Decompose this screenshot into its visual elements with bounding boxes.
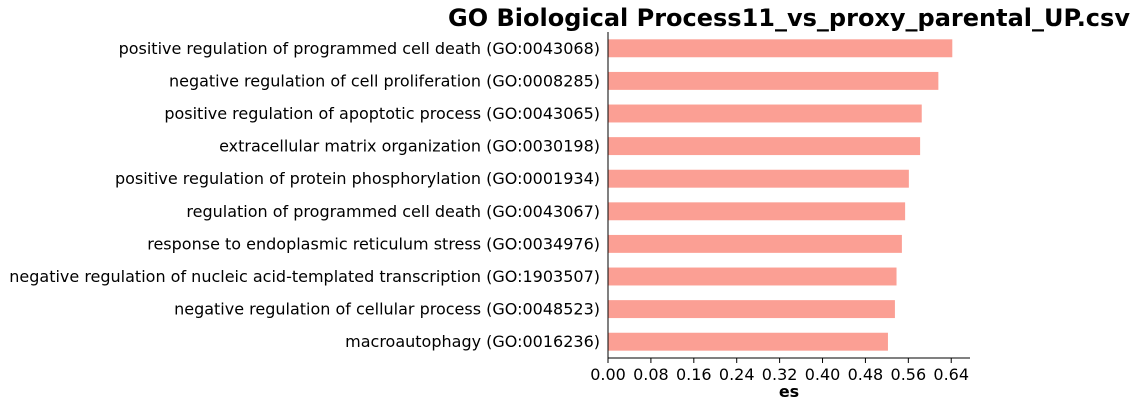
bar-1 bbox=[608, 39, 953, 58]
x-tick-label-3: 0.16 bbox=[676, 365, 712, 384]
x-tick-label-4: 0.24 bbox=[719, 365, 755, 384]
category-label-2: negative regulation of cell proliferatio… bbox=[169, 71, 600, 90]
bar-4 bbox=[608, 137, 921, 156]
bar-10 bbox=[608, 332, 888, 351]
category-label-6: regulation of programmed cell death (GO:… bbox=[186, 202, 600, 221]
category-label-9: negative regulation of cellular process … bbox=[174, 300, 600, 319]
category-label-1: positive regulation of programmed cell d… bbox=[119, 39, 600, 58]
x-tick-label-7: 0.48 bbox=[848, 365, 884, 384]
bars-group bbox=[608, 39, 953, 351]
bar-3 bbox=[608, 104, 922, 123]
x-tick-label-1: 0.00 bbox=[590, 365, 626, 384]
bar-7 bbox=[608, 234, 902, 253]
bar-5 bbox=[608, 169, 909, 188]
x-axis-title: es bbox=[779, 382, 799, 401]
category-label-8: negative regulation of nucleic acid-temp… bbox=[9, 267, 600, 286]
x-ticks-group: 0.00 0.08 0.16 0.24 0.32 0.40 0.48 0.56 0.64 bbox=[590, 358, 969, 384]
category-label-10: macroautophagy (GO:0016236) bbox=[345, 332, 600, 351]
x-tick-label-2: 0.08 bbox=[633, 365, 669, 384]
category-labels-group: positive regulation of programmed cell d… bbox=[9, 39, 600, 351]
category-label-5: positive regulation of protein phosphory… bbox=[115, 169, 600, 188]
category-label-4: extracellular matrix organization (GO:00… bbox=[219, 137, 600, 156]
bar-8 bbox=[608, 267, 897, 286]
category-label-3: positive regulation of apoptotic process… bbox=[164, 104, 600, 123]
chart-title: GO Biological Process11_vs_proxy_parenta… bbox=[448, 4, 1130, 32]
category-label-7: response to endoplasmic reticulum stress… bbox=[147, 234, 600, 253]
x-tick-label-9: 0.64 bbox=[933, 365, 969, 384]
bar-6 bbox=[608, 202, 906, 221]
bar-9 bbox=[608, 300, 895, 319]
x-tick-label-5: 0.32 bbox=[762, 365, 798, 384]
x-tick-label-8: 0.56 bbox=[891, 365, 927, 384]
x-tick-label-6: 0.40 bbox=[805, 365, 841, 384]
bar-2 bbox=[608, 71, 939, 90]
